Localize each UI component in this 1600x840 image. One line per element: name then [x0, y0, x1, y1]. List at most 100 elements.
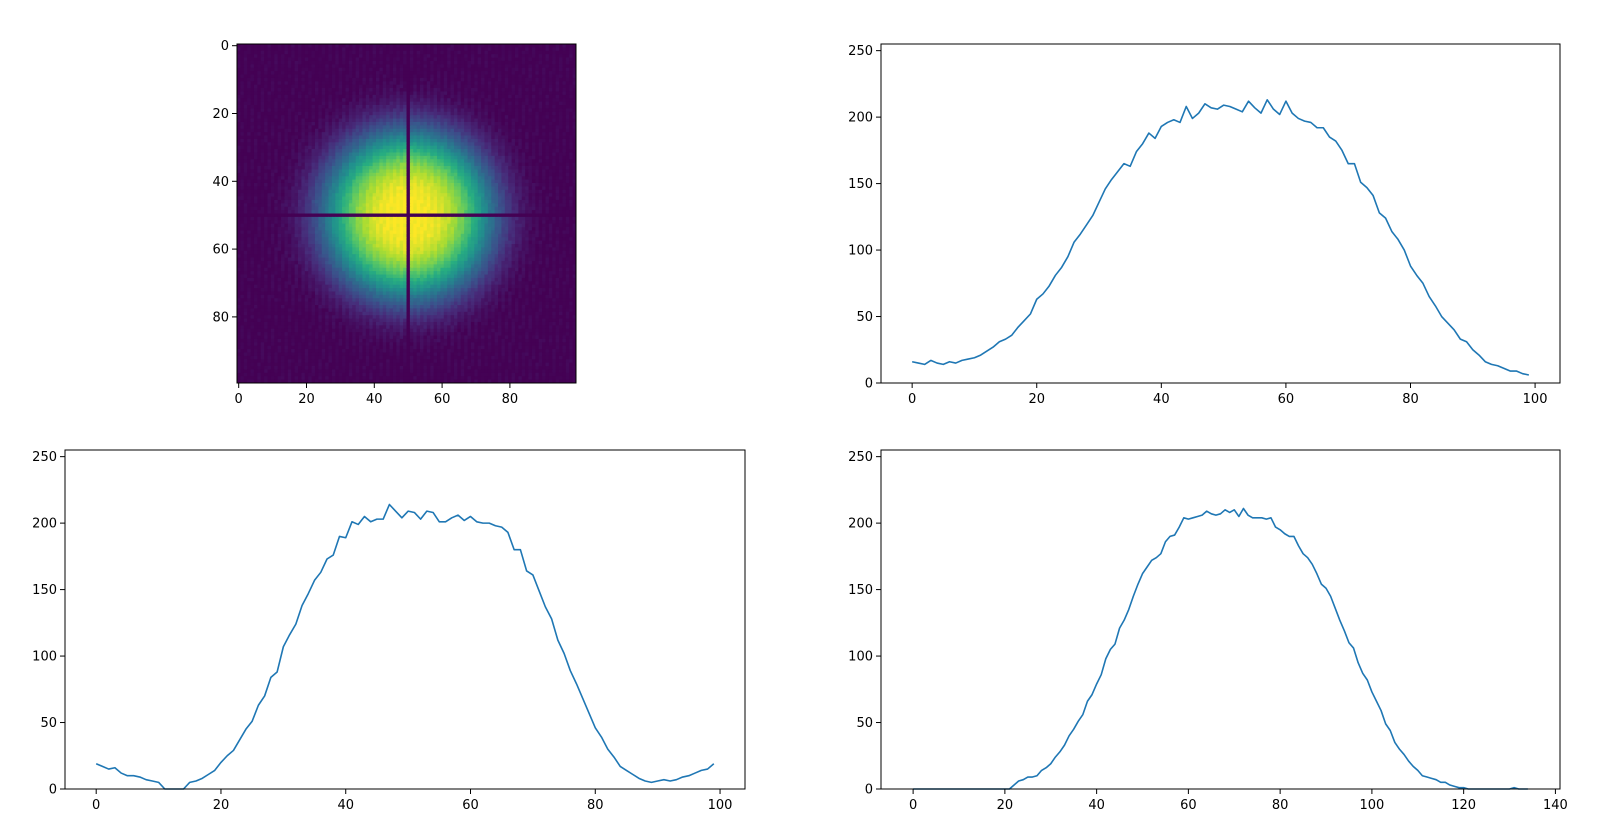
heatmap-cell	[270, 210, 275, 214]
heatmap-cell	[545, 71, 550, 75]
heatmap-cell	[514, 81, 519, 86]
heatmap-cell	[335, 186, 340, 191]
heatmap-cell	[298, 84, 302, 89]
heatmap-cell	[484, 152, 489, 157]
heatmap-cell	[253, 210, 258, 214]
heatmap-cell	[345, 125, 350, 130]
heatmap-cell	[291, 105, 296, 109]
heatmap-cell	[277, 128, 282, 133]
heatmap-cell	[477, 189, 482, 194]
heatmap-cell	[437, 115, 441, 119]
heatmap-cell	[562, 159, 567, 164]
heatmap-cell	[342, 142, 346, 147]
heatmap-cell	[426, 169, 431, 174]
heatmap-cell	[311, 115, 316, 119]
heatmap-cell	[379, 118, 384, 123]
heatmap-cell	[304, 176, 309, 180]
heatmap-cell	[257, 81, 262, 86]
heatmap-cell	[308, 179, 312, 184]
heatmap-cell	[281, 105, 285, 109]
heatmap-cell	[514, 111, 519, 116]
heatmap-cell	[267, 88, 272, 92]
heatmap-cell	[569, 47, 574, 52]
heatmap-cell	[281, 50, 285, 55]
heatmap-cell	[498, 118, 502, 123]
heatmap-cell	[440, 77, 445, 82]
heatmap-cell	[382, 159, 387, 164]
heatmap-cell	[321, 196, 326, 201]
heatmap-cell	[440, 162, 445, 167]
heatmap-cell	[253, 98, 258, 103]
heatmap-cell	[365, 196, 370, 201]
heatmap-cell	[423, 115, 428, 119]
heatmap-cell	[318, 121, 323, 126]
heatmap-cell	[335, 74, 340, 79]
heatmap-cell	[494, 172, 499, 177]
heatmap-cell	[372, 186, 377, 191]
heatmap-cell	[314, 193, 319, 197]
heatmap-cell	[487, 91, 492, 96]
heatmap-cell	[545, 125, 550, 130]
heatmap-cell	[308, 196, 312, 201]
heatmap-cell	[331, 152, 336, 157]
heatmap-cell	[467, 196, 472, 201]
heatmap-cell	[314, 189, 319, 194]
heatmap-cell	[433, 105, 438, 109]
heatmap-cell	[453, 108, 458, 113]
heatmap-cell	[389, 203, 394, 208]
heatmap-cell	[521, 64, 526, 69]
heatmap-cell	[342, 159, 346, 164]
heatmap-cell	[247, 101, 251, 106]
heatmap-cell	[531, 159, 536, 164]
heatmap-cell	[389, 74, 394, 79]
heatmap-cell	[382, 138, 387, 143]
heatmap-cell	[562, 118, 567, 123]
heatmap-cell	[338, 121, 343, 126]
heatmap-cell	[555, 67, 560, 72]
heatmap-cell	[257, 71, 262, 75]
heatmap-cell	[301, 196, 306, 201]
heatmap-cell	[474, 94, 479, 99]
heatmap-cell	[386, 118, 390, 123]
heatmap-cell	[552, 210, 557, 214]
heatmap-cell	[437, 169, 441, 174]
heatmap-cell	[514, 132, 519, 136]
heatmap-cell	[270, 182, 275, 187]
heatmap-cell	[250, 81, 255, 86]
heatmap-cell	[481, 88, 485, 92]
heatmap-cell	[494, 60, 499, 65]
heatmap-cell	[260, 88, 265, 92]
heatmap-cell	[342, 132, 346, 136]
heatmap-cell	[535, 149, 540, 153]
heatmap-cell	[437, 60, 441, 65]
heatmap-cell	[338, 125, 343, 130]
heatmap-cell	[379, 196, 384, 201]
heatmap-cell	[443, 111, 448, 116]
heatmap-cell	[542, 57, 546, 62]
heatmap-cell	[443, 67, 448, 72]
heatmap-cell	[270, 108, 275, 113]
heatmap-cell	[352, 135, 357, 140]
heatmap-cell	[542, 91, 546, 96]
heatmap-cell	[281, 166, 285, 170]
heatmap-cell	[508, 60, 512, 65]
heatmap-cell	[284, 84, 289, 89]
heatmap-cell	[267, 77, 272, 82]
heatmap-cell	[386, 149, 390, 153]
heatmap-cell	[240, 196, 245, 201]
heatmap-cell	[284, 98, 289, 103]
heatmap-cell	[508, 121, 512, 126]
heatmap-cell	[409, 166, 414, 170]
heatmap-cell	[375, 149, 380, 153]
heatmap-cell	[365, 91, 370, 96]
heatmap-cell	[474, 111, 479, 116]
heatmap-cell	[257, 199, 262, 204]
heatmap-cell	[308, 94, 312, 99]
heatmap-cell	[382, 74, 387, 79]
heatmap-cell	[406, 91, 411, 96]
heatmap-cell	[477, 98, 482, 103]
heatmap-cell	[294, 54, 299, 58]
heatmap-cell	[470, 149, 475, 153]
heatmap-cell	[257, 60, 262, 65]
heatmap-cell	[335, 162, 340, 167]
